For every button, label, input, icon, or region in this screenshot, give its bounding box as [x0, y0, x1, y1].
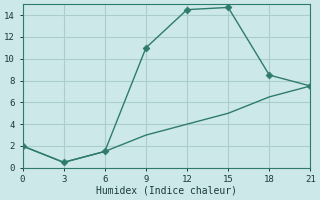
X-axis label: Humidex (Indice chaleur): Humidex (Indice chaleur)	[96, 186, 237, 196]
